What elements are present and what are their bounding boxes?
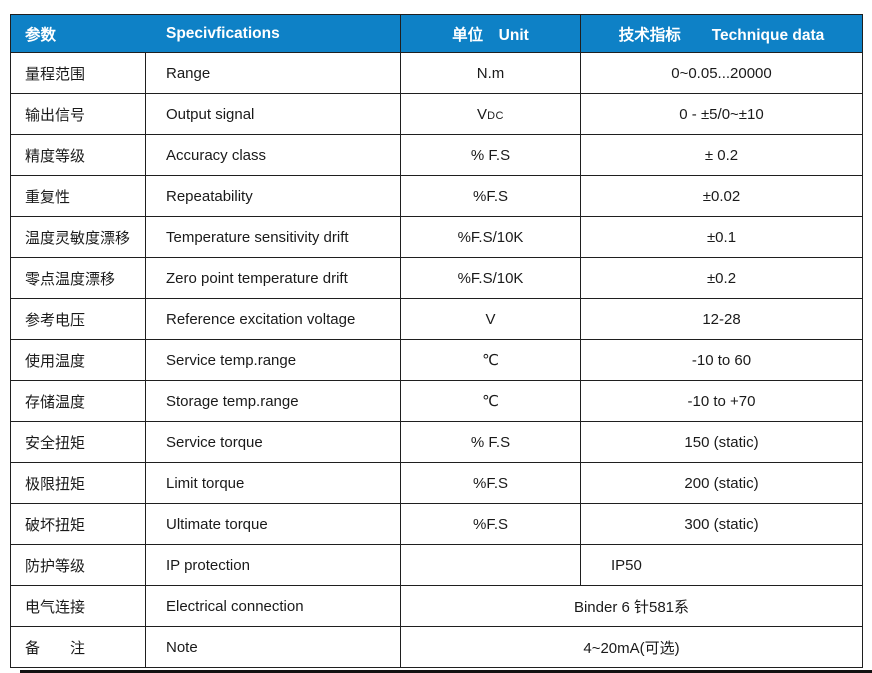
table-row: 参考电压 Reference excitation voltage V 12-2… xyxy=(10,298,863,340)
spec-cell: Reference excitation voltage xyxy=(145,298,401,340)
unit-cell: % F.S xyxy=(400,134,581,176)
unit-cell: VDC xyxy=(400,93,581,135)
param-cell: 精度等级 xyxy=(10,134,146,176)
spec-cell: Temperature sensitivity drift xyxy=(145,216,401,258)
table-row: 温度灵敏度漂移 Temperature sensitivity drift %F… xyxy=(10,216,863,258)
table-row: 安全扭矩 Service torque % F.S 150 (static) xyxy=(10,421,863,463)
header-param-label: 参数 xyxy=(25,26,57,44)
spec-cell: Ultimate torque xyxy=(145,503,401,545)
value-cell: 0 - ±5/0~±10 xyxy=(580,93,863,135)
unit-cell xyxy=(400,544,581,586)
unit-cell: %F.S/10K xyxy=(400,257,581,299)
value-cell: 300 (static) xyxy=(580,503,863,545)
value-cell: ±0.2 xyxy=(580,257,863,299)
spec-cell: Service temp.range xyxy=(145,339,401,381)
table-row: 防护等级 IP protection IP50 xyxy=(10,544,863,586)
param-cell: 电气连接 xyxy=(10,585,146,627)
unit-subscript: DC xyxy=(487,109,504,122)
value-cell: 12-28 xyxy=(580,298,863,340)
spec-cell: Storage temp.range xyxy=(145,380,401,422)
table-body: 量程范围 Range N.m 0~0.05...20000 输出信号 Outpu… xyxy=(10,52,863,668)
param-cell: 安全扭矩 xyxy=(10,421,146,463)
spec-cell: Electrical connection xyxy=(145,585,401,627)
unit-main: V xyxy=(477,105,488,123)
header-tech-label: 技术指标 Technique data xyxy=(580,14,863,53)
param-cell: 极限扭矩 xyxy=(10,462,146,504)
table-row: 存储温度 Storage temp.range ℃ -10 to +70 xyxy=(10,380,863,422)
value-cell: ± 0.2 xyxy=(580,134,863,176)
spec-table: 参数 Specivfications 单位 Unit 技术指标 Techniqu… xyxy=(10,14,863,668)
spec-cell: Service torque xyxy=(145,421,401,463)
table-row: 电气连接 Electrical connection Binder 6 针581… xyxy=(10,585,863,627)
table-header: 参数 Specivfications 单位 Unit 技术指标 Techniqu… xyxy=(10,14,863,53)
unit-cell: ℃ xyxy=(400,380,581,422)
spec-cell: IP protection xyxy=(145,544,401,586)
table-row: 极限扭矩 Limit torque %F.S 200 (static) xyxy=(10,462,863,504)
param-cell: 量程范围 xyxy=(10,52,146,94)
param-cell: 重复性 xyxy=(10,175,146,217)
unit-cell: %F.S xyxy=(400,462,581,504)
value-span-cell: 4~20mA(可选) xyxy=(400,626,863,668)
unit-cell: %F.S/10K xyxy=(400,216,581,258)
spec-cell: Accuracy class xyxy=(145,134,401,176)
param-cell: 防护等级 xyxy=(10,544,146,586)
param-cell: 存储温度 xyxy=(10,380,146,422)
spec-cell: Note xyxy=(145,626,401,668)
value-cell: 150 (static) xyxy=(580,421,863,463)
param-cell: 输出信号 xyxy=(10,93,146,135)
value-cell: -10 to +70 xyxy=(580,380,863,422)
header-row: 参数 Specivfications 单位 Unit 技术指标 Techniqu… xyxy=(10,14,863,53)
spec-cell: Limit torque xyxy=(145,462,401,504)
value-cell: 200 (static) xyxy=(580,462,863,504)
table-row: 精度等级 Accuracy class % F.S ± 0.2 xyxy=(10,134,863,176)
unit-cell: %F.S xyxy=(400,175,581,217)
table-row: 使用温度 Service temp.range ℃ -10 to 60 xyxy=(10,339,863,381)
table-row: 量程范围 Range N.m 0~0.05...20000 xyxy=(10,52,863,94)
param-cell: 使用温度 xyxy=(10,339,146,381)
unit-cell: ℃ xyxy=(400,339,581,381)
header-cell-param-spec: 参数 Specivfications xyxy=(10,14,401,53)
unit-cell: % F.S xyxy=(400,421,581,463)
spec-cell: Output signal xyxy=(145,93,401,135)
param-cell: 参考电压 xyxy=(10,298,146,340)
unit-cell: %F.S xyxy=(400,503,581,545)
param-cell: 零点温度漂移 xyxy=(10,257,146,299)
spec-cell: Range xyxy=(145,52,401,94)
table-row: 备 注 Note 4~20mA(可选) xyxy=(10,626,863,668)
table-row: 破坏扭矩 Ultimate torque %F.S 300 (static) xyxy=(10,503,863,545)
unit-cell: N.m xyxy=(400,52,581,94)
header-spec-label: Specivfications xyxy=(166,24,280,42)
header-unit-label: 单位 Unit xyxy=(400,14,581,53)
table-row: 零点温度漂移 Zero point temperature drift %F.S… xyxy=(10,257,863,299)
param-cell: 破坏扭矩 xyxy=(10,503,146,545)
table-row: 重复性 Repeatability %F.S ±0.02 xyxy=(10,175,863,217)
value-cell: ±0.1 xyxy=(580,216,863,258)
value-cell: -10 to 60 xyxy=(580,339,863,381)
value-span-cell: Binder 6 针581系 xyxy=(400,585,863,627)
unit-cell: V xyxy=(400,298,581,340)
param-cell: 备 注 xyxy=(10,626,146,668)
value-cell: 0~0.05...20000 xyxy=(580,52,863,94)
param-cell: 温度灵敏度漂移 xyxy=(10,216,146,258)
spec-cell: Repeatability xyxy=(145,175,401,217)
spec-cell: Zero point temperature drift xyxy=(145,257,401,299)
value-cell: ±0.02 xyxy=(580,175,863,217)
value-cell: IP50 xyxy=(580,544,863,586)
table-row: 输出信号 Output signal VDC 0 - ±5/0~±10 xyxy=(10,93,863,135)
